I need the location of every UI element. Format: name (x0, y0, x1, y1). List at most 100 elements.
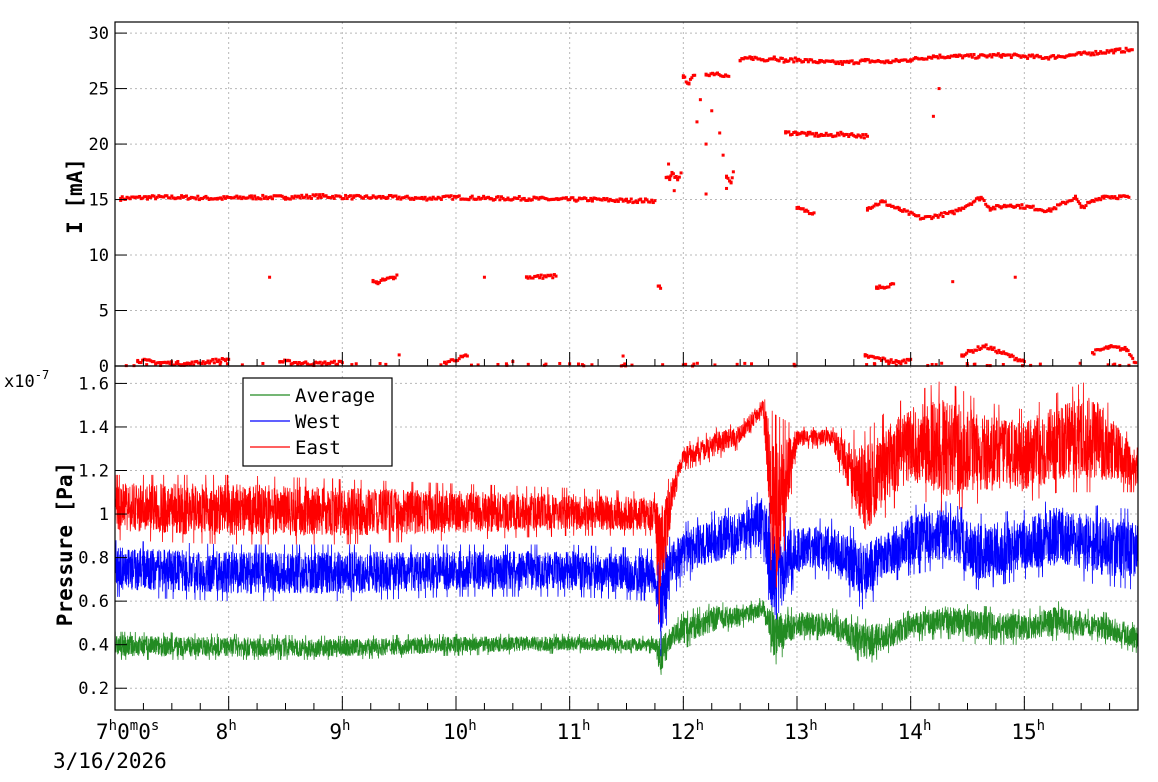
current-point (1118, 348, 1122, 352)
current-point (272, 194, 276, 198)
current-point (139, 197, 143, 201)
current-point (962, 54, 966, 58)
current-point (259, 197, 263, 201)
current-point (426, 197, 430, 201)
current-point (1097, 51, 1101, 55)
first-minutes-unit: m (130, 718, 138, 734)
current-point (855, 135, 859, 139)
current-point (925, 57, 929, 61)
current-point (1006, 53, 1010, 57)
current-point (918, 217, 922, 221)
current-point (1007, 204, 1011, 208)
current-point (931, 114, 935, 118)
current-point (1046, 208, 1050, 212)
current-point (1057, 203, 1061, 207)
current-point (978, 347, 982, 351)
current-point (366, 196, 370, 200)
current-point (1112, 345, 1116, 349)
current-point (410, 196, 414, 200)
current-point (309, 196, 313, 200)
current-point (1006, 353, 1010, 357)
current-point (1086, 52, 1090, 56)
current-point (551, 276, 555, 280)
current-point (534, 196, 538, 200)
current-point (1034, 54, 1038, 58)
current-point (383, 196, 387, 200)
current-point (160, 361, 164, 365)
current-point (542, 363, 546, 367)
y-tick-label: 0 (99, 357, 109, 377)
current-point (352, 194, 356, 198)
current-point (687, 82, 691, 86)
current-point (1026, 56, 1030, 60)
legend-label-west: West (295, 411, 341, 433)
current-point (1072, 197, 1076, 201)
current-point (849, 59, 853, 63)
current-point (998, 205, 1002, 209)
current-point (990, 55, 994, 59)
current-point (827, 59, 831, 63)
current-point (128, 197, 132, 201)
current-point (750, 57, 754, 61)
current-point (1126, 349, 1130, 353)
current-point (134, 195, 138, 199)
current-point (553, 197, 557, 201)
exponent-base: x10 (4, 372, 35, 392)
current-point (661, 363, 665, 367)
current-point (281, 360, 285, 364)
current-point (495, 195, 499, 199)
current-point (866, 355, 870, 359)
current-point (532, 195, 536, 199)
current-point (1012, 205, 1016, 209)
current-point (451, 358, 455, 362)
current-point (850, 132, 854, 136)
current-point (897, 206, 901, 210)
current-point (396, 197, 400, 201)
current-point (839, 130, 843, 134)
current-point (988, 53, 992, 57)
current-point (482, 275, 486, 279)
current-point (963, 353, 967, 357)
current-point (933, 55, 937, 59)
current-point (659, 286, 663, 290)
current-point (534, 274, 538, 278)
current-point (782, 60, 786, 64)
current-point (1045, 56, 1049, 60)
current-point (249, 194, 253, 198)
current-point (840, 132, 844, 136)
current-point (974, 197, 978, 201)
current-point (1102, 194, 1106, 198)
current-point (296, 362, 300, 366)
current-point (438, 196, 442, 200)
current-point (871, 355, 875, 359)
current-point (171, 196, 175, 200)
current-point (137, 361, 141, 365)
first-seconds: 0 (138, 720, 151, 744)
current-point (1121, 194, 1125, 198)
current-point (725, 74, 729, 78)
current-point (852, 62, 856, 66)
current-point (385, 276, 389, 280)
current-point (884, 59, 888, 63)
current-point (902, 358, 906, 362)
current-point (337, 194, 341, 198)
current-point (892, 282, 896, 286)
current-point (885, 285, 889, 289)
current-point (948, 56, 952, 60)
current-point (801, 131, 805, 135)
current-point (862, 59, 866, 63)
current-point (887, 362, 891, 366)
current-point (859, 135, 863, 139)
current-point (1099, 50, 1103, 54)
current-point (190, 360, 194, 364)
current-point (543, 274, 547, 278)
current-point (223, 359, 227, 363)
current-point (1067, 199, 1071, 203)
current-point (724, 73, 728, 77)
current-point (930, 56, 934, 60)
current-point (785, 130, 789, 134)
current-point (555, 197, 559, 201)
current-point (251, 197, 255, 201)
current-point (147, 358, 151, 362)
current-point (1110, 195, 1114, 199)
